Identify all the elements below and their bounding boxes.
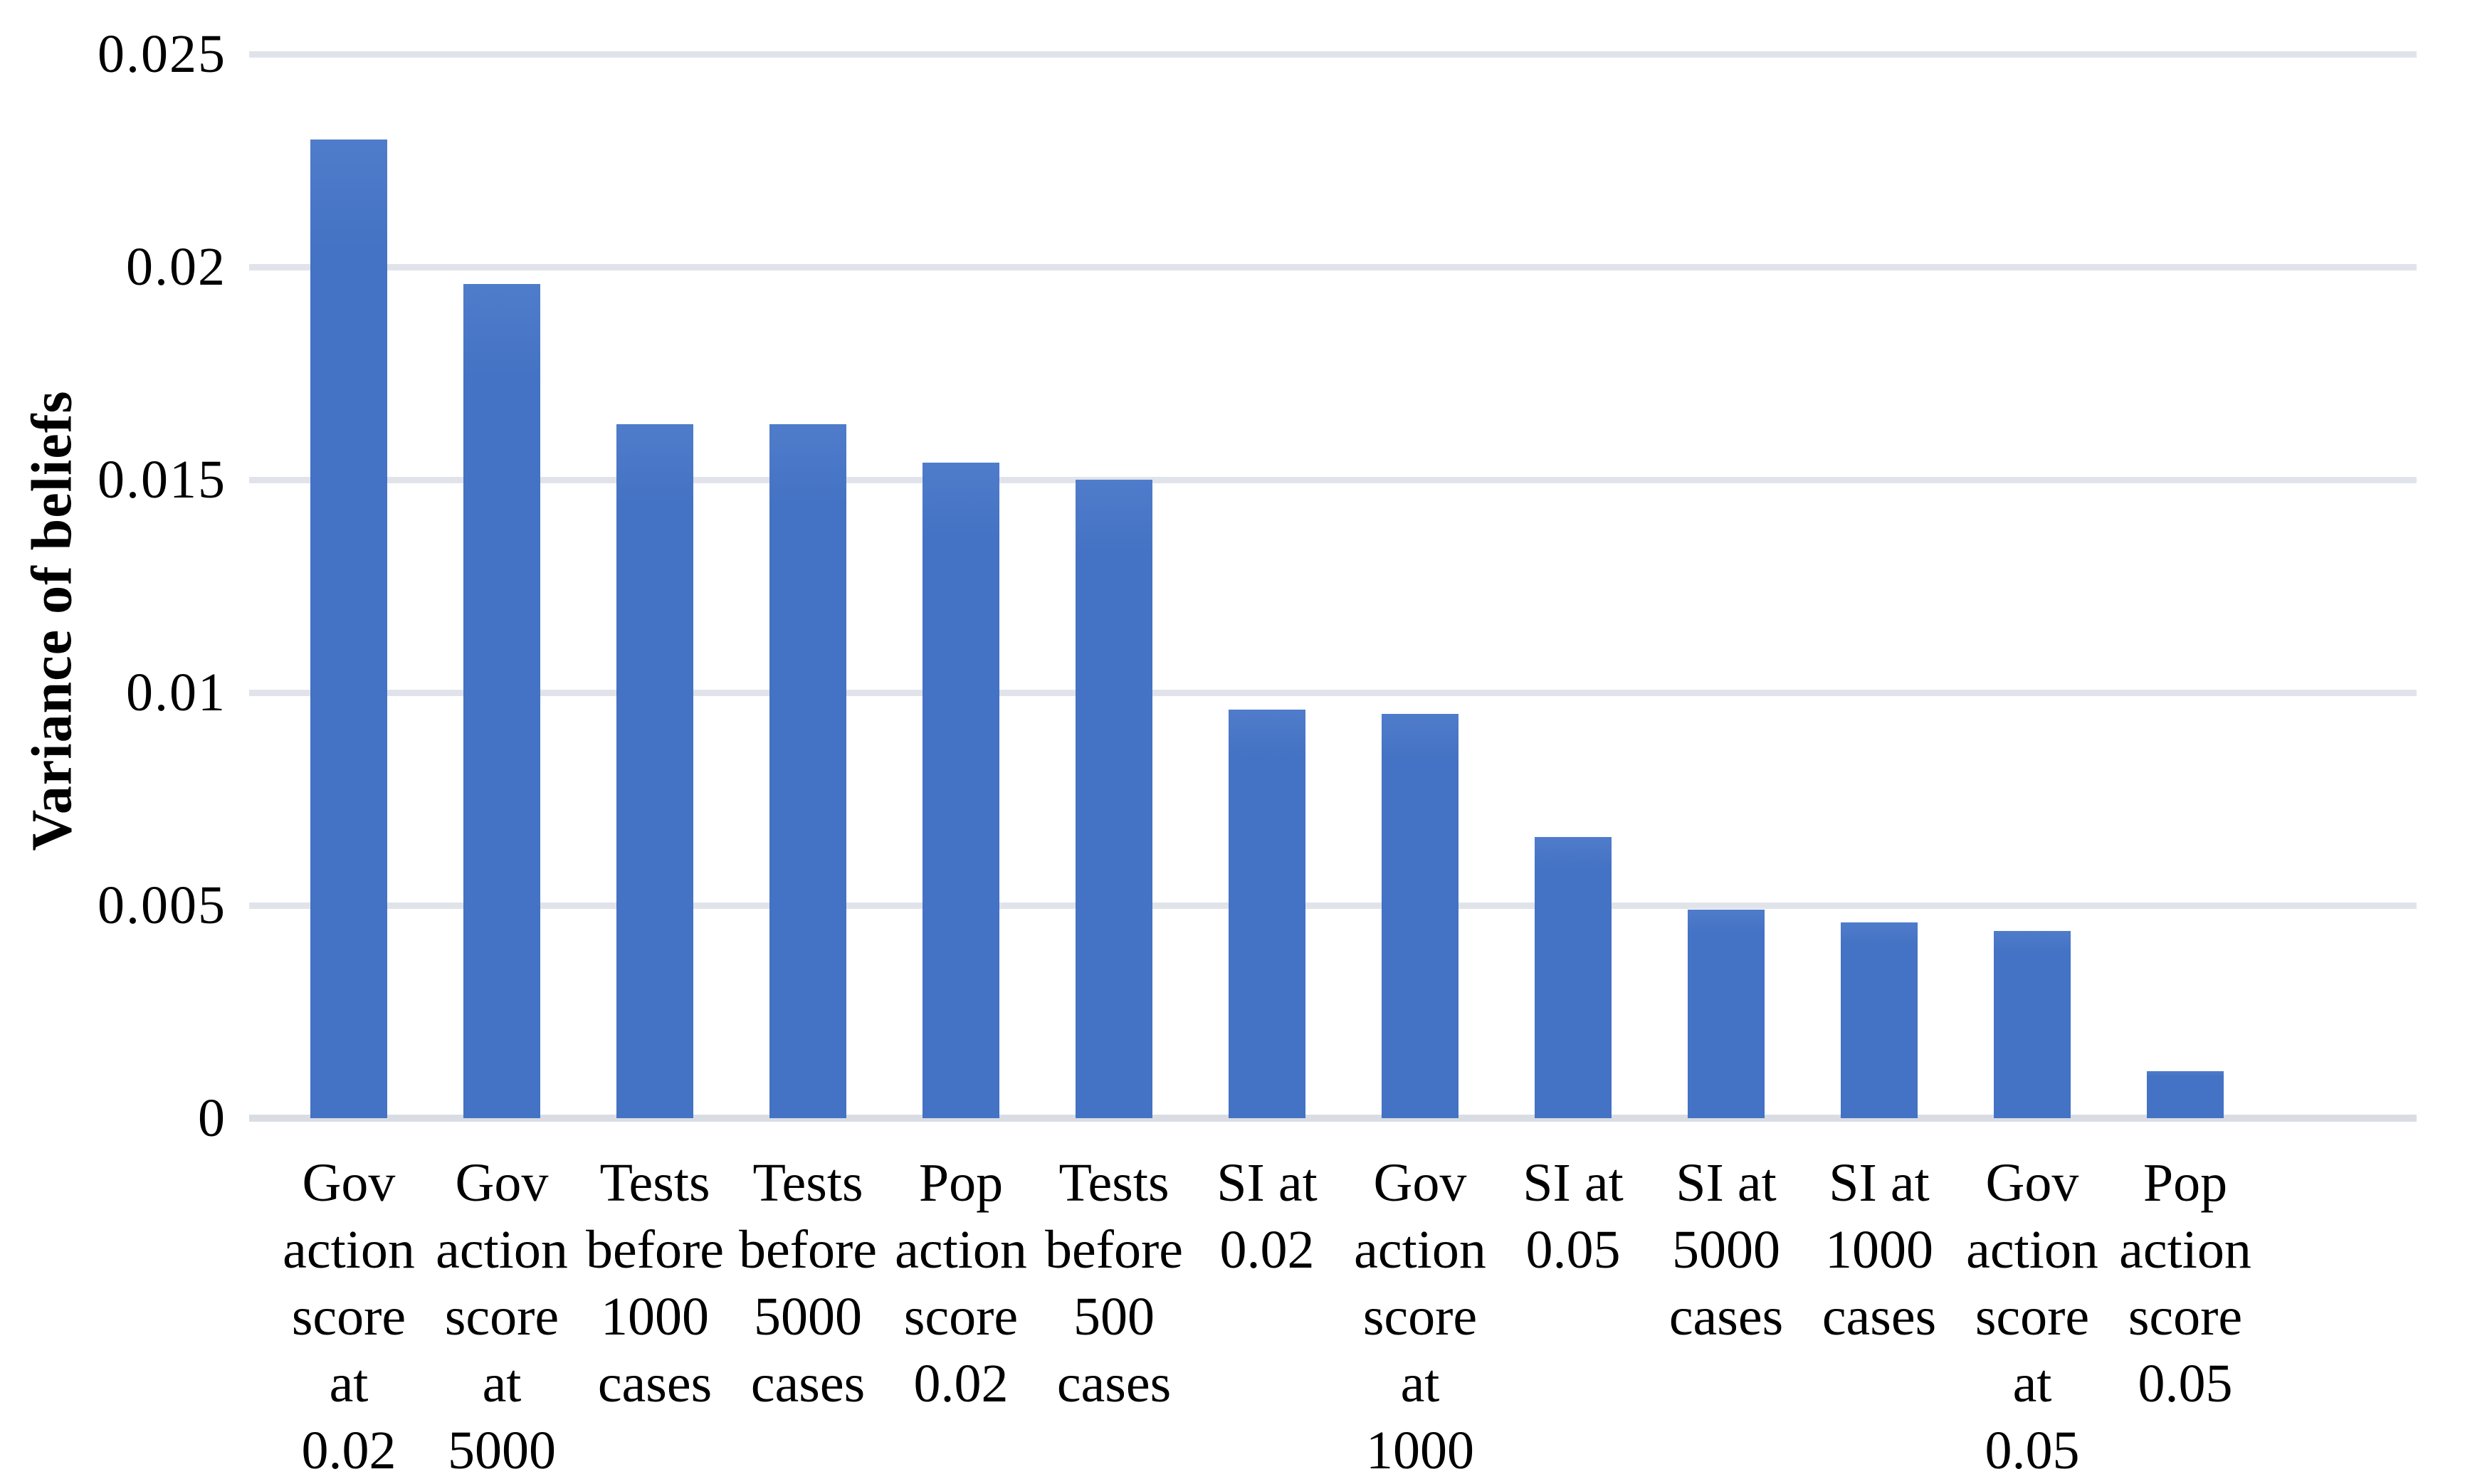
x-category-label-12: Gov action score at 0.05 [1966,1153,2098,1480]
bar-9 [1535,837,1612,1118]
y-tick-label-0.015: 0.015 [98,450,226,510]
x-category-label-1: Gov action score at 0.02 [283,1153,415,1480]
bar-1 [310,140,387,1118]
bar-12 [1994,931,2071,1118]
x-category-label-6: Tests before 500 cases [1044,1153,1184,1414]
gridline-y-0.01 [249,690,2417,696]
x-category-label-5: Pop action score 0.02 [895,1153,1027,1414]
x-axis-line [249,1115,2417,1122]
bar-4 [769,424,846,1118]
x-category-label-11: SI at 1000 cases [1822,1153,1937,1347]
x-category-label-2: Gov action score at 5000 [436,1153,568,1480]
bar-8 [1382,714,1458,1118]
x-category-label-8: Gov action score at 1000 [1354,1153,1486,1480]
gridline-y-0.005 [249,902,2417,909]
y-tick-label-0.01: 0.01 [126,663,226,722]
x-category-label-3: Tests before 1000 cases [585,1153,725,1414]
x-category-label-10: SI at 5000 cases [1668,1153,1784,1347]
x-category-label-7: SI at 0.02 [1216,1153,1318,1280]
y-tick-label-0.02: 0.02 [126,237,226,297]
gridline-y-0.015 [249,477,2417,483]
x-category-label-4: Tests before 5000 cases [738,1153,878,1414]
bar-2 [463,284,540,1118]
bar-3 [616,424,693,1118]
bar-13 [2147,1071,2224,1118]
gridline-y-0.02 [249,264,2417,270]
bar-7 [1229,710,1305,1118]
x-category-label-13: Pop action score 0.05 [2119,1153,2251,1414]
plot-area [249,51,2417,1122]
bar-5 [923,463,999,1118]
x-category-label-9: SI at 0.05 [1523,1153,1624,1280]
gridline-y-0.025 [249,51,2417,58]
y-tick-label-0.005: 0.005 [98,875,226,935]
y-tick-label-0.025: 0.025 [98,24,226,84]
y-tick-label-0: 0 [198,1088,226,1148]
bar-11 [1841,922,1918,1118]
bar-10 [1688,910,1765,1118]
bar-6 [1076,480,1152,1118]
